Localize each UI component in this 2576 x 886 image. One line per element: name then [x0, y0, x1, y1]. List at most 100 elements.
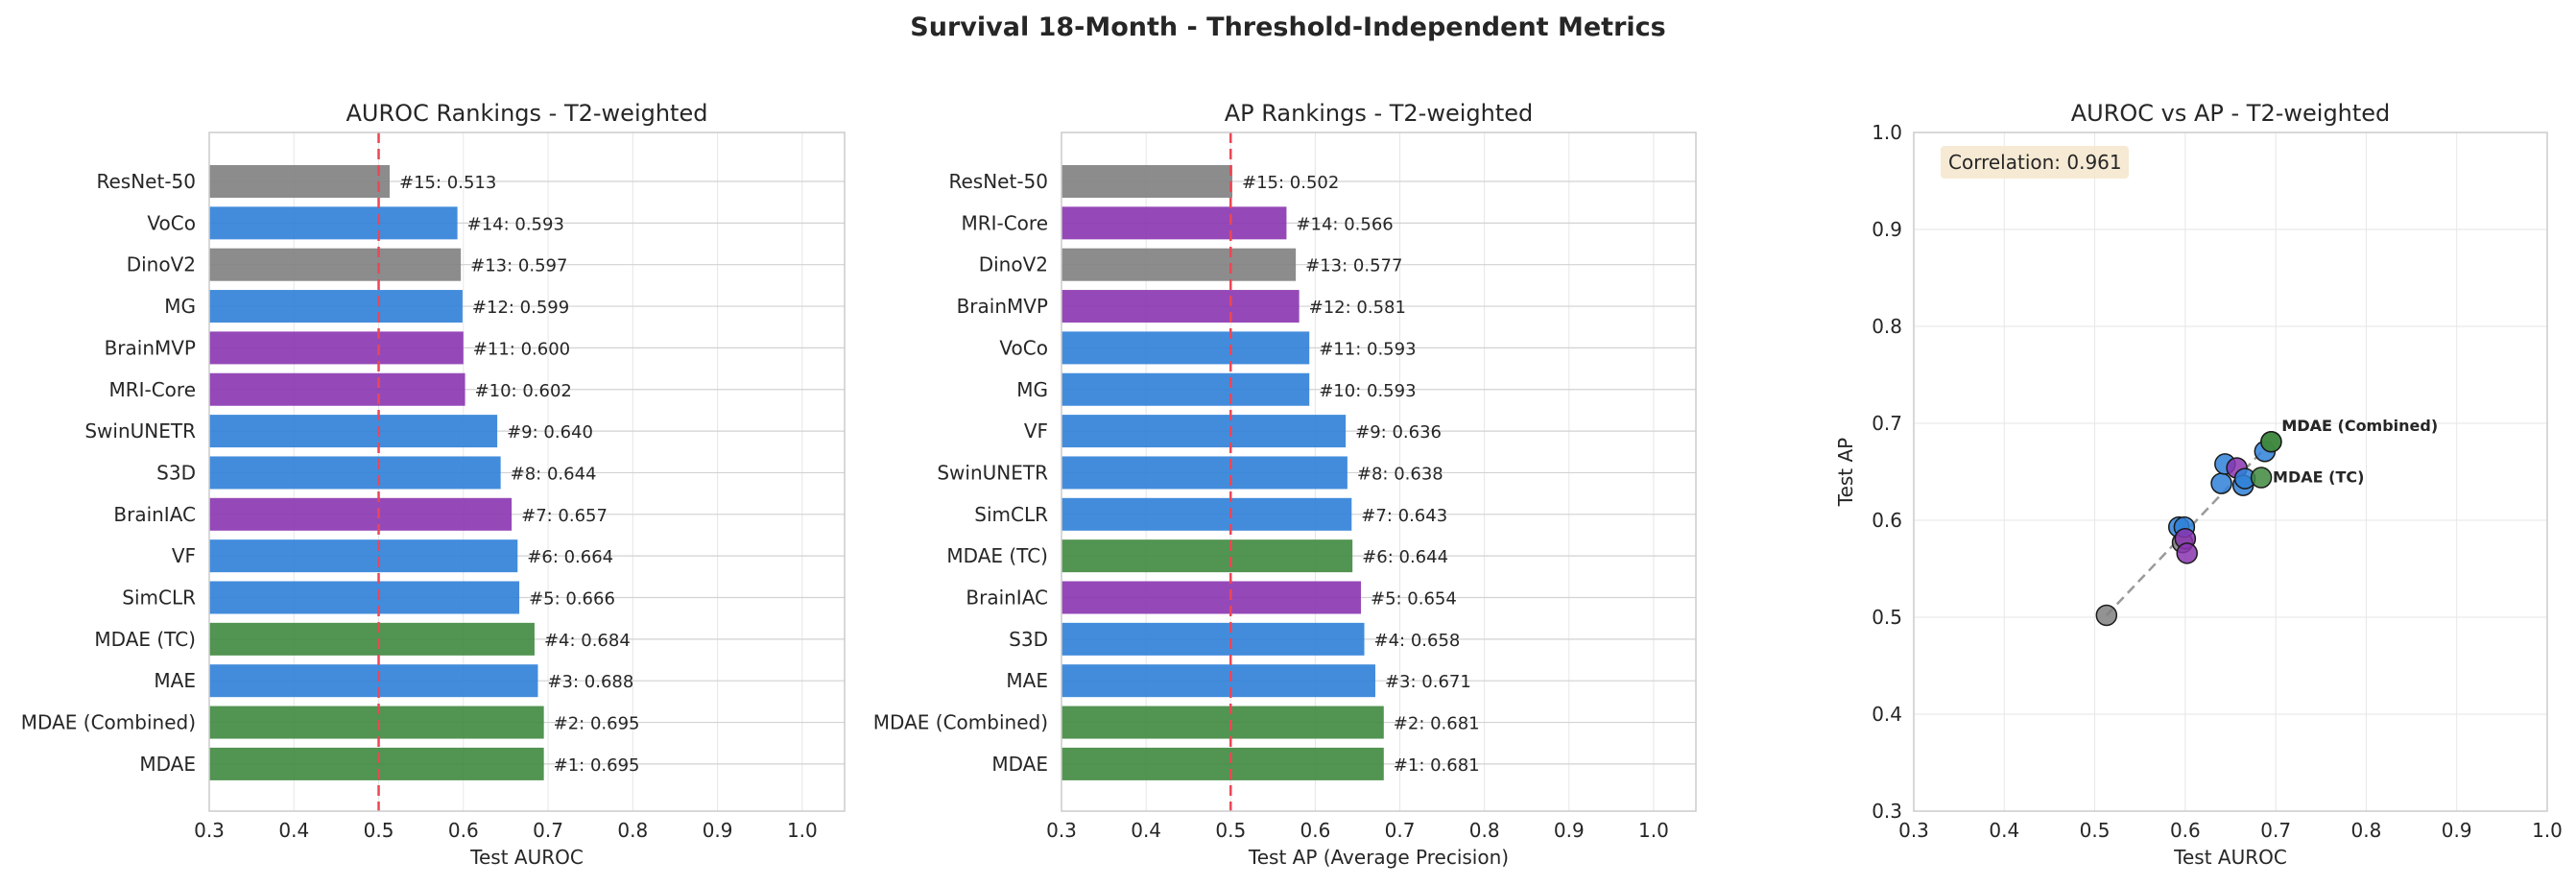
- bar: [1061, 622, 1365, 656]
- y-tick-label: MG: [164, 295, 196, 318]
- bar-value-label: #2: 0.681: [1394, 714, 1480, 734]
- bar-value-label: #4: 0.684: [544, 631, 631, 651]
- y-tick-label: SimCLR: [974, 503, 1048, 526]
- y-tick-label: MAE: [154, 669, 196, 692]
- bar: [1061, 165, 1233, 198]
- bar-value-label: #4: 0.658: [1374, 631, 1461, 651]
- scatter-point: [2176, 542, 2198, 564]
- y-tick-label: BrainMVP: [105, 336, 196, 359]
- auroc-rankings-chart: 0.3 0.4 0.5 0.6 0.7 0.8 0.9 1.0 #15: 0.513 ResNet…: [21, 100, 846, 869]
- bar: [209, 165, 391, 198]
- y-tick-label: 1.0: [1872, 121, 1902, 144]
- bar: [209, 415, 498, 448]
- x-tick-label: 0.3: [194, 819, 225, 842]
- bar-value-label: #3: 0.688: [547, 672, 633, 692]
- y-tick-label: 0.5: [1872, 606, 1902, 629]
- bar: [209, 331, 464, 365]
- bar: [209, 539, 518, 573]
- bar: [1061, 456, 1348, 490]
- bar-value-label: #14: 0.593: [467, 214, 564, 234]
- bar-value-label: #6: 0.644: [1362, 547, 1448, 567]
- bar-value-label: #8: 0.644: [511, 464, 597, 484]
- x-tick-label: 0.6: [448, 819, 479, 842]
- y-tick-label: S3D: [1009, 628, 1048, 651]
- bar-value-label: #12: 0.581: [1309, 298, 1406, 318]
- y-tick-label: MRI-Core: [108, 378, 196, 401]
- y-tick-label: MDAE: [139, 753, 196, 776]
- y-tick-label: MDAE: [991, 753, 1048, 776]
- bar-value-label: #6: 0.664: [527, 547, 613, 567]
- auroc-vs-ap-scatter: 0.3 0.4 0.5 0.6 0.7 0.8 0.9 1.0 0.3 0.4 0.5 0.6 0.7 0…: [1834, 100, 2563, 869]
- x-tick-label: 0.8: [1469, 819, 1500, 842]
- bar-value-label: #1: 0.681: [1394, 755, 1480, 776]
- bar-value-label: #14: 0.566: [1296, 214, 1393, 234]
- scatter-point: [2095, 604, 2118, 627]
- y-tick-label: 0.9: [1872, 218, 1902, 241]
- x-axis-label: Test AP (Average Precision): [1248, 846, 1509, 869]
- axes-frame: [208, 132, 846, 812]
- x-tick-label: 0.6: [1300, 819, 1330, 842]
- y-tick-label: MDAE (Combined): [21, 711, 196, 734]
- x-tick-label: 0.9: [1554, 819, 1585, 842]
- point-label: MDAE (Combined): [2281, 417, 2438, 435]
- bar: [209, 290, 463, 323]
- y-tick-label: DinoV2: [979, 253, 1048, 276]
- bar: [1061, 290, 1300, 323]
- annotation-box: [1941, 146, 2129, 179]
- bar: [1061, 331, 1310, 365]
- bar: [1061, 747, 1384, 780]
- chart-title: AP Rankings - T2-weighted: [1225, 100, 1534, 127]
- axes-frame: [1913, 132, 2548, 812]
- x-tick-label: 1.0: [2532, 819, 2563, 842]
- y-tick-label: MG: [1016, 378, 1048, 401]
- point-label: MDAE (TC): [2273, 468, 2364, 487]
- trend-line: [2105, 441, 2273, 616]
- bar: [1061, 539, 1353, 573]
- bar: [1061, 415, 1347, 448]
- bar-value-label: #15: 0.513: [399, 173, 496, 193]
- y-tick-label: 0.6: [1872, 509, 1902, 532]
- y-tick-label: SwinUNETR: [84, 419, 196, 443]
- x-axis-label: Test AUROC: [2173, 846, 2287, 869]
- bar-value-label: #8: 0.638: [1357, 464, 1443, 484]
- chart-title: AUROC Rankings - T2-weighted: [346, 100, 708, 127]
- x-tick-label: 0.8: [617, 819, 648, 842]
- y-tick-label: ResNet-50: [949, 170, 1049, 193]
- x-tick-label: 0.3: [1898, 819, 1929, 842]
- bar-value-label: #7: 0.657: [521, 506, 608, 526]
- y-tick-label: 0.3: [1872, 800, 1902, 823]
- y-tick-label: VoCo: [999, 336, 1048, 359]
- y-tick-label: ResNet-50: [97, 170, 197, 193]
- y-tick-label: VoCo: [147, 211, 196, 234]
- bar-value-label: #1: 0.695: [554, 755, 640, 776]
- bar: [209, 581, 520, 614]
- x-tick-label: 0.7: [2260, 819, 2291, 842]
- y-tick-label: DinoV2: [127, 253, 196, 276]
- y-tick-label: VF: [1024, 419, 1048, 443]
- x-tick-label: 0.4: [278, 819, 309, 842]
- y-tick-label: 0.4: [1872, 703, 1902, 726]
- bar-value-label: #10: 0.593: [1319, 381, 1416, 401]
- figure-title: Survival 18-Month - Threshold-Independen…: [910, 12, 1665, 42]
- bar-value-label: #5: 0.666: [529, 589, 615, 610]
- bar: [1061, 206, 1287, 240]
- x-tick-label: 0.7: [1385, 819, 1416, 842]
- scatter-point: [2260, 430, 2282, 453]
- y-tick-label: MAE: [1006, 669, 1048, 692]
- bar: [209, 206, 458, 240]
- bar-value-label: #13: 0.577: [1305, 256, 1402, 276]
- x-tick-label: 0.5: [364, 819, 394, 842]
- y-tick-label: BrainMVP: [957, 295, 1048, 318]
- bar: [209, 747, 544, 780]
- y-tick-label: VF: [172, 544, 196, 567]
- bar-value-label: #10: 0.602: [475, 381, 572, 401]
- bar-value-label: #7: 0.643: [1361, 506, 1447, 526]
- correlation-annotation: Correlation: 0.961: [1948, 151, 2122, 174]
- y-axis-label: Test AP: [1834, 438, 1857, 507]
- bar: [209, 664, 538, 698]
- x-tick-label: 0.9: [2442, 819, 2472, 842]
- x-tick-label: 0.5: [1215, 819, 1246, 842]
- y-tick-label: MDAE (Combined): [873, 711, 1048, 734]
- bar-value-label: #5: 0.654: [1371, 589, 1457, 610]
- scatter-point: [2210, 472, 2232, 494]
